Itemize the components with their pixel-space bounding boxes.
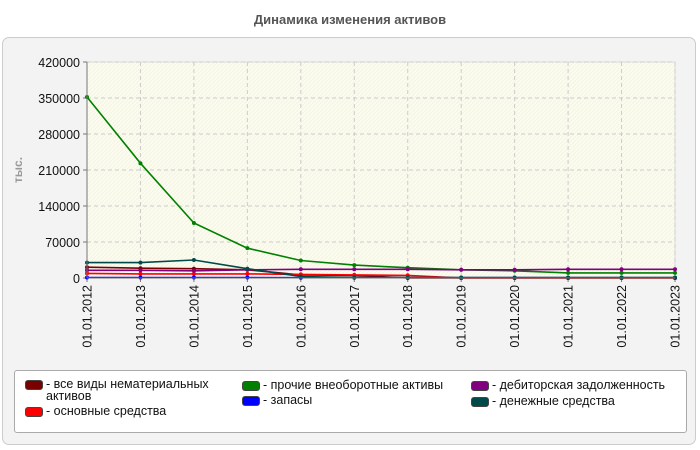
- legend-swatch: [242, 396, 260, 406]
- data-point: [298, 267, 303, 272]
- x-tick-label: 01.01.2013: [134, 285, 148, 348]
- y-tick-label: 70000: [45, 236, 80, 250]
- x-tick-label: 01.01.2022: [615, 285, 629, 348]
- data-point: [566, 275, 571, 280]
- data-point: [619, 270, 624, 275]
- x-tick-label: 01.01.2014: [187, 285, 201, 348]
- data-point: [138, 161, 143, 166]
- x-tick-label: 01.01.2023: [669, 285, 683, 348]
- legend: - все виды нематериальных активов - осно…: [14, 370, 687, 433]
- data-point: [566, 267, 571, 272]
- data-point: [245, 246, 250, 251]
- data-point: [673, 267, 677, 272]
- y-axis-label: тыс.: [11, 157, 25, 183]
- grid-lines: [87, 61, 676, 278]
- legend-label: - все виды нематериальных активов: [46, 377, 209, 403]
- legend-item-intangible-assets[interactable]: - все виды нематериальных активов: [25, 378, 225, 402]
- data-point: [352, 263, 357, 268]
- data-point: [138, 271, 143, 276]
- data-point: [673, 270, 677, 275]
- legend-swatch: [25, 407, 43, 417]
- data-point: [619, 267, 624, 272]
- legend-label: - прочие внеоборотные активы: [263, 378, 444, 392]
- legend-item-inventory[interactable]: - запасы: [242, 394, 472, 406]
- legend-item-receivables[interactable]: - дебиторская задолженность: [471, 379, 686, 391]
- y-tick-label: 280000: [38, 128, 80, 142]
- data-point: [352, 267, 357, 272]
- x-tick-label: 01.01.2017: [348, 285, 362, 348]
- data-point: [298, 274, 303, 279]
- data-point: [352, 275, 357, 280]
- legend-item-other-noncurrent-assets[interactable]: - прочие внеоборотные активы: [242, 379, 472, 391]
- y-tick-label: 210000: [38, 164, 80, 178]
- legend-label: - основные средства: [46, 404, 167, 418]
- data-point: [459, 275, 464, 280]
- data-point: [191, 271, 196, 276]
- data-point: [138, 268, 143, 273]
- legend-swatch: [471, 397, 489, 407]
- y-axis-ticks: 0 70000 140000 210000 280000 350000 420000: [38, 56, 87, 286]
- data-point: [298, 258, 303, 263]
- y-tick-label: 0: [73, 272, 80, 286]
- data-point: [566, 270, 571, 275]
- legend-label: - денежные средства: [492, 394, 615, 408]
- legend-item-fixed-assets[interactable]: - основные средства: [25, 405, 225, 417]
- data-point: [512, 267, 517, 272]
- data-point: [191, 268, 196, 273]
- x-tick-label: 01.01.2018: [401, 285, 415, 348]
- data-point: [245, 271, 250, 276]
- data-point: [673, 275, 677, 280]
- data-point: [245, 275, 250, 280]
- legend-swatch: [25, 380, 43, 390]
- y-tick-label: 350000: [38, 92, 80, 106]
- series-line-2: [86, 96, 675, 274]
- legend-label: - запасы: [263, 393, 313, 407]
- x-axis-ticks: 01.01.2012 01.01.2013 01.01.2014 01.01.2015…: [81, 278, 683, 348]
- data-point: [619, 275, 624, 280]
- chart-title: Динамика изменения активов: [253, 12, 447, 27]
- data-point: [459, 267, 464, 272]
- x-tick-label: 01.01.2020: [508, 285, 522, 348]
- x-tick-label: 01.01.2016: [294, 285, 308, 348]
- legend-item-cash[interactable]: - денежные средства: [471, 395, 686, 407]
- data-point: [512, 275, 517, 280]
- data-point: [405, 275, 410, 280]
- x-tick-label: 01.01.2021: [562, 285, 576, 348]
- data-point: [191, 258, 196, 262]
- data-point: [138, 260, 143, 265]
- series-line-4: [87, 268, 675, 272]
- data-point: [191, 220, 196, 225]
- x-tick-label: 01.01.2019: [455, 285, 469, 348]
- data-point: [405, 267, 410, 272]
- data-point: [138, 275, 143, 280]
- x-tick-label: 01.01.2015: [241, 285, 255, 348]
- legend-swatch: [471, 381, 489, 391]
- y-tick-label: 420000: [38, 56, 80, 70]
- data-point: [191, 275, 196, 280]
- data-point: [245, 266, 250, 271]
- x-tick-label: 01.01.2012: [81, 285, 95, 348]
- y-tick-label: 140000: [38, 200, 80, 214]
- legend-swatch: [242, 381, 260, 391]
- legend-label: - дебиторская задолженность: [492, 378, 666, 392]
